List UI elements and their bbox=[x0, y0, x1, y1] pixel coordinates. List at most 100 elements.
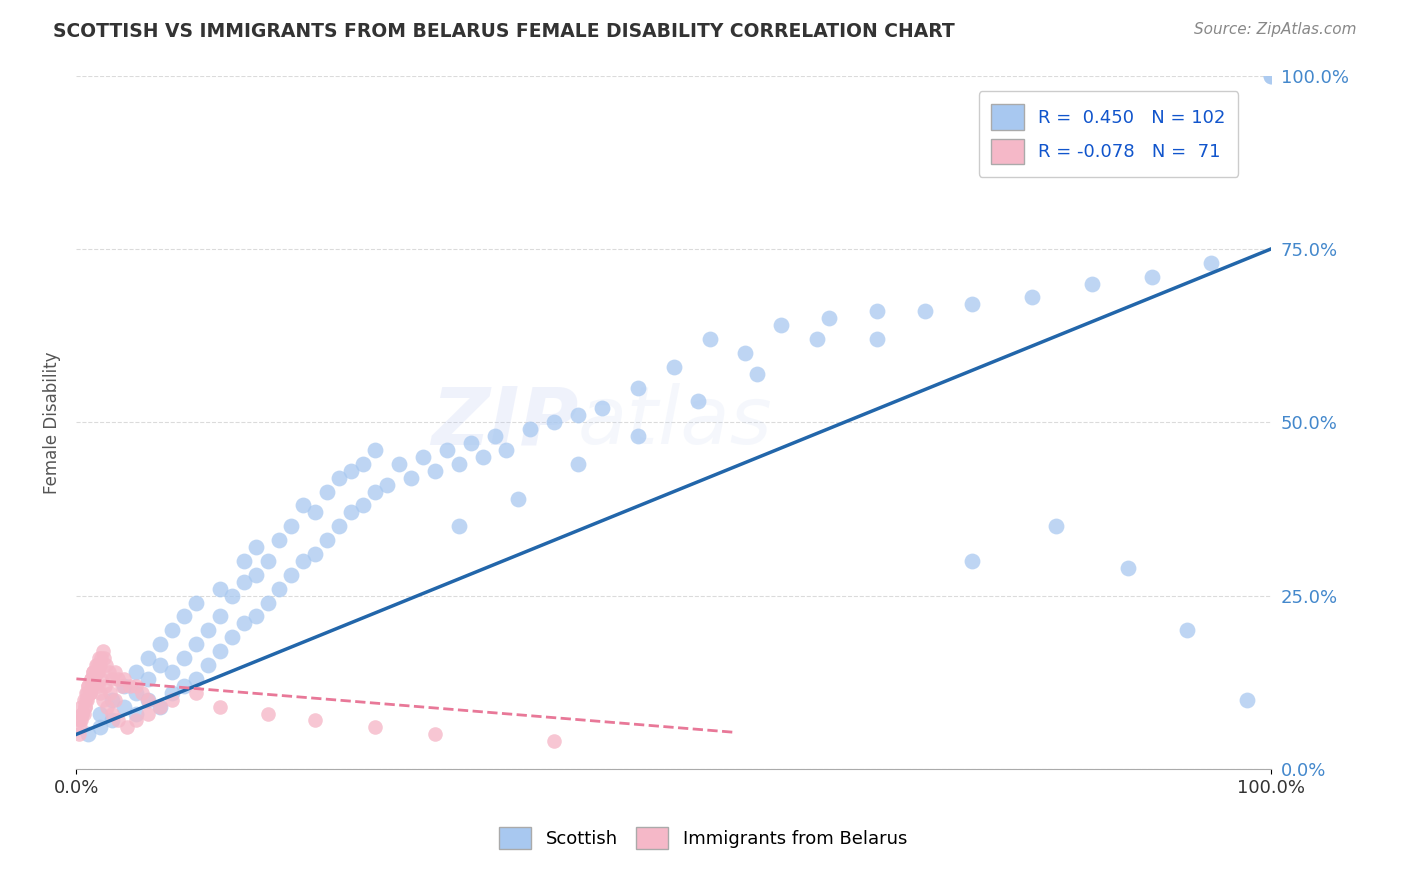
Point bbox=[364, 484, 387, 499]
Point bbox=[87, 657, 110, 672]
Point bbox=[686, 394, 709, 409]
Point bbox=[1201, 256, 1223, 270]
Point bbox=[221, 630, 243, 644]
Point bbox=[84, 665, 107, 679]
Point bbox=[90, 651, 112, 665]
Point bbox=[149, 699, 172, 714]
Point bbox=[149, 657, 172, 672]
Point bbox=[173, 651, 195, 665]
Legend: R =  0.450   N = 102, R = -0.078   N =  71: R = 0.450 N = 102, R = -0.078 N = 71 bbox=[979, 92, 1239, 177]
Point bbox=[543, 415, 565, 429]
Point bbox=[662, 359, 685, 374]
Point bbox=[104, 665, 127, 679]
Point bbox=[83, 672, 105, 686]
Point bbox=[627, 429, 650, 443]
Point bbox=[173, 609, 195, 624]
Point bbox=[87, 651, 110, 665]
Point bbox=[70, 714, 93, 728]
Point bbox=[86, 657, 108, 672]
Point bbox=[1116, 561, 1139, 575]
Point bbox=[304, 714, 326, 728]
Point bbox=[89, 657, 111, 672]
Point bbox=[352, 499, 374, 513]
Point bbox=[269, 582, 291, 596]
Point bbox=[77, 727, 100, 741]
Point bbox=[79, 686, 101, 700]
Point bbox=[328, 471, 350, 485]
Point bbox=[508, 491, 530, 506]
Point bbox=[72, 692, 94, 706]
Point bbox=[364, 720, 387, 734]
Point bbox=[1021, 290, 1043, 304]
Text: ZIP: ZIP bbox=[430, 384, 578, 461]
Point bbox=[89, 706, 111, 721]
Point bbox=[77, 679, 100, 693]
Point bbox=[197, 624, 219, 638]
Point bbox=[567, 457, 589, 471]
Point bbox=[866, 332, 889, 346]
Point bbox=[125, 686, 148, 700]
Point bbox=[1236, 692, 1258, 706]
Point bbox=[184, 672, 207, 686]
Point bbox=[734, 346, 756, 360]
Point bbox=[460, 436, 482, 450]
Point bbox=[340, 505, 363, 519]
Point bbox=[866, 304, 889, 318]
Point bbox=[125, 665, 148, 679]
Point bbox=[423, 727, 446, 741]
Point bbox=[136, 651, 159, 665]
Point bbox=[1140, 269, 1163, 284]
Point bbox=[87, 679, 110, 693]
Point bbox=[98, 686, 121, 700]
Text: atlas: atlas bbox=[578, 384, 773, 461]
Point bbox=[136, 706, 159, 721]
Y-axis label: Female Disability: Female Disability bbox=[44, 351, 60, 493]
Point bbox=[208, 582, 231, 596]
Point bbox=[149, 637, 172, 651]
Point bbox=[352, 457, 374, 471]
Point bbox=[699, 332, 721, 346]
Point bbox=[84, 657, 107, 672]
Point bbox=[399, 471, 422, 485]
Point bbox=[111, 679, 134, 693]
Point bbox=[1081, 277, 1104, 291]
Point bbox=[591, 401, 613, 416]
Point bbox=[436, 442, 458, 457]
Point bbox=[90, 672, 112, 686]
Point bbox=[747, 367, 769, 381]
Point bbox=[91, 644, 114, 658]
Point bbox=[112, 679, 135, 693]
Point bbox=[112, 672, 135, 686]
Text: SCOTTISH VS IMMIGRANTS FROM BELARUS FEMALE DISABILITY CORRELATION CHART: SCOTTISH VS IMMIGRANTS FROM BELARUS FEMA… bbox=[53, 22, 955, 41]
Point bbox=[221, 589, 243, 603]
Point bbox=[73, 699, 96, 714]
Point bbox=[72, 706, 94, 721]
Point bbox=[160, 686, 183, 700]
Point bbox=[136, 692, 159, 706]
Point bbox=[82, 665, 104, 679]
Point bbox=[484, 429, 506, 443]
Point bbox=[962, 297, 984, 311]
Point bbox=[76, 686, 98, 700]
Point bbox=[97, 665, 120, 679]
Point bbox=[519, 422, 541, 436]
Point bbox=[340, 464, 363, 478]
Point bbox=[89, 720, 111, 734]
Point bbox=[107, 672, 129, 686]
Point bbox=[208, 609, 231, 624]
Point bbox=[149, 699, 172, 714]
Point bbox=[73, 699, 96, 714]
Point bbox=[80, 672, 103, 686]
Point bbox=[208, 644, 231, 658]
Point bbox=[818, 311, 841, 326]
Point bbox=[70, 699, 93, 714]
Point bbox=[75, 692, 97, 706]
Point bbox=[75, 686, 97, 700]
Point bbox=[447, 519, 470, 533]
Point bbox=[471, 450, 494, 464]
Point bbox=[125, 706, 148, 721]
Point bbox=[86, 665, 108, 679]
Point bbox=[173, 679, 195, 693]
Point bbox=[76, 692, 98, 706]
Point bbox=[423, 464, 446, 478]
